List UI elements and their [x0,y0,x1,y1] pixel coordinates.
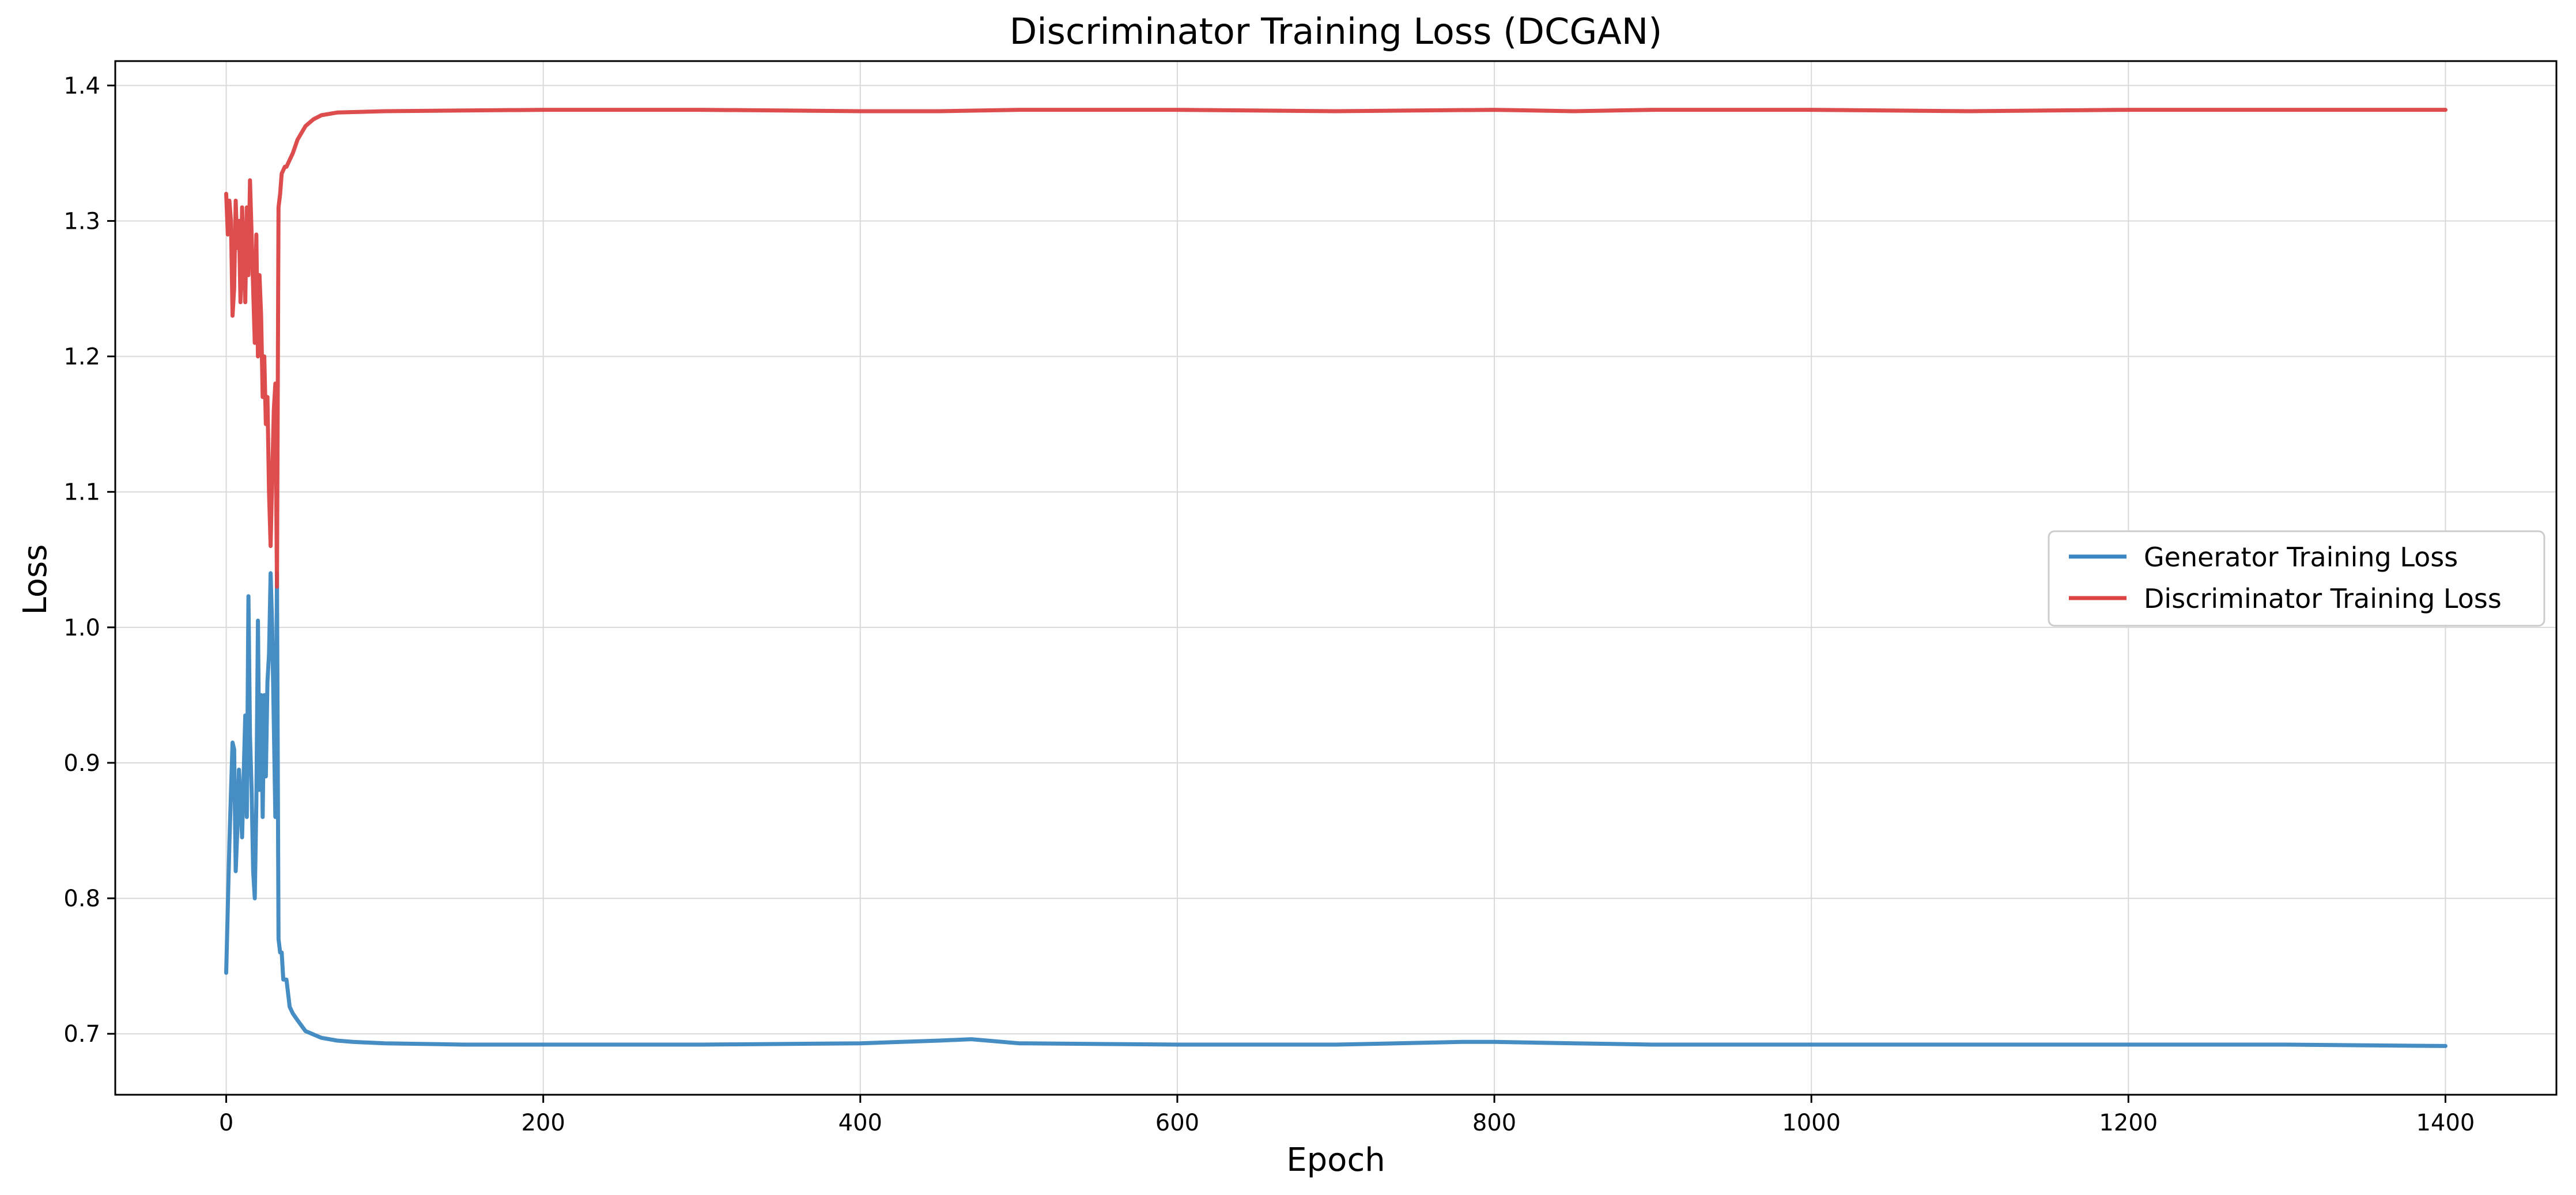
y-tick-label: 1.2 [63,344,100,370]
x-tick-label: 1200 [2099,1110,2158,1136]
legend-label-discriminator: Discriminator Training Loss [2144,583,2502,614]
series-lines [224,108,2447,1048]
x-tick-label: 1400 [2416,1110,2475,1136]
x-tick-label: 0 [219,1110,233,1136]
x-tick-label: 400 [838,1110,882,1136]
x-tick-label: 1000 [1782,1110,1841,1136]
y-tick-label: 1.3 [63,208,100,235]
y-tick-label: 0.9 [63,750,100,777]
legend: Generator Training Loss Discriminator Tr… [2048,530,2545,627]
y-tick-label: 1.0 [63,615,100,641]
chart-title: Discriminator Training Loss (DCGAN) [1010,10,1663,52]
x-tick-label: 800 [1472,1110,1516,1136]
y-axis-label: Loss [17,544,54,615]
y-tick-label: 1.1 [63,479,100,506]
legend-label-generator: Generator Training Loss [2144,542,2458,573]
series-line-discriminator [224,108,2447,589]
y-tick-label: 0.8 [63,886,100,912]
y-tick-label: 0.7 [63,1021,100,1047]
plot-frame [114,60,2558,1096]
axis-ticks: 0 200 400 600 800 1000 1200 1400 0.7 0.8 0.9 1.0 1.1… [63,73,2475,1136]
x-axis-label: Epoch [1286,1141,1385,1179]
y-tick-label: 1.4 [63,73,100,99]
x-tick-label: 200 [521,1110,565,1136]
grid-lines [115,61,2556,1095]
series-line-generator [224,571,2447,1048]
x-tick-label: 600 [1155,1110,1199,1136]
